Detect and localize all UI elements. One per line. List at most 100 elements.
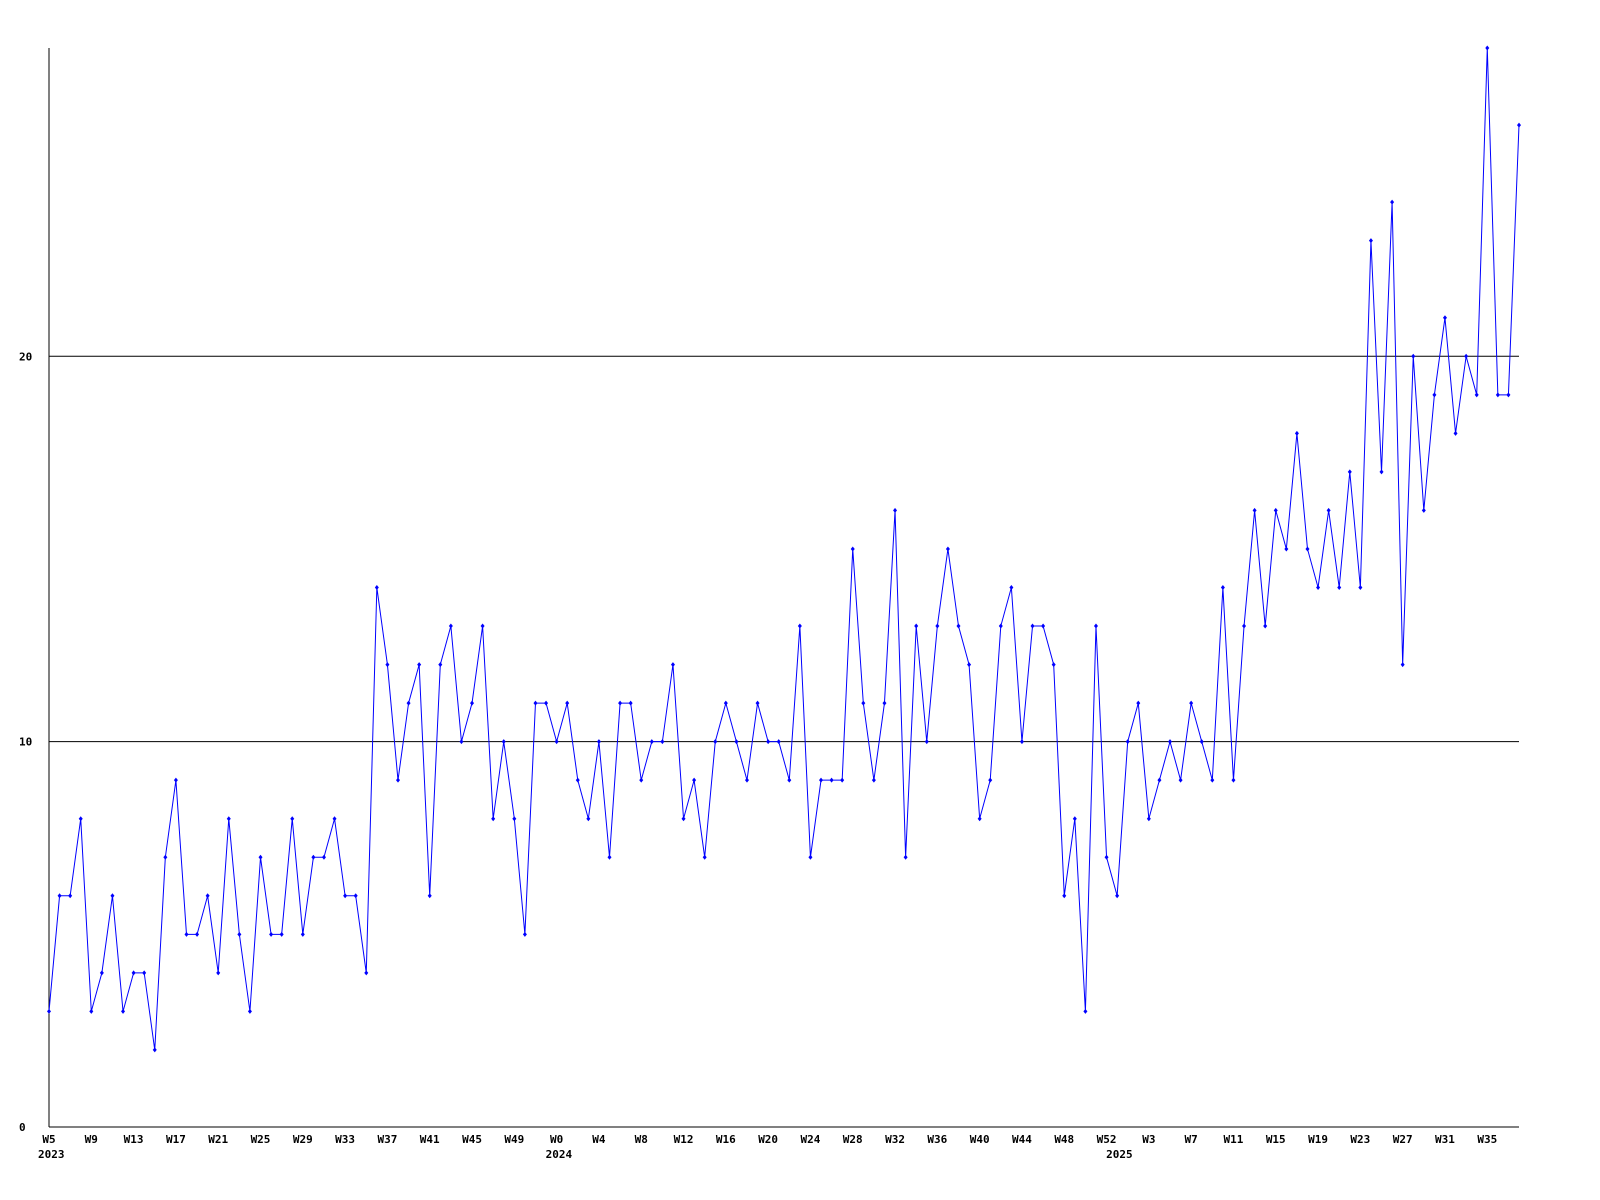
point-marker [152,1047,157,1053]
point-marker [808,854,813,860]
point-marker [321,854,326,860]
point-marker [1316,585,1321,590]
x-tick-label: W25 [251,1133,271,1146]
point-marker [237,931,242,937]
point-marker [977,816,982,822]
point-marker [1009,585,1014,590]
x-tick-label: W31 [1435,1133,1455,1146]
point-marker [332,816,337,822]
point-marker [586,816,591,822]
point-marker [57,893,62,899]
point-marker [1358,585,1363,590]
point-marker [163,854,168,860]
x-tick-label: W5 [42,1133,55,1146]
point-marker [459,739,464,745]
x-tick-label: W33 [335,1133,355,1146]
x-tick-label: W52 [1097,1133,1117,1146]
x-tick-label: W4 [592,1133,606,1146]
point-marker [1421,507,1426,513]
point-marker [787,777,792,783]
point-marker [1506,392,1511,398]
point-marker [1432,392,1437,398]
point-marker [311,854,316,860]
point-marker [575,777,580,783]
point-marker [205,893,210,899]
point-marker [607,854,612,860]
point-marker [343,893,348,899]
point-marker [353,893,358,899]
point-marker [374,585,379,590]
x-tick-label: W11 [1224,1133,1244,1146]
point-marker [1485,45,1490,51]
point-marker [819,777,824,783]
point-marker [279,931,284,937]
point-marker [269,931,274,937]
point-marker [1051,662,1056,668]
point-marker [89,1008,94,1014]
point-marker [544,700,549,706]
point-marker [660,739,665,745]
point-marker [681,816,686,822]
x-tick-label: W37 [377,1133,397,1146]
x-tick-label: W28 [843,1133,863,1146]
point-marker [776,739,781,745]
x-year-label: 2023 [38,1148,65,1161]
point-marker [840,777,845,783]
point-marker [1168,739,1173,745]
point-marker [670,662,675,668]
point-marker [1464,353,1469,359]
point-marker [1453,430,1458,436]
x-tick-label: W45 [462,1133,482,1146]
x-tick-label: W12 [674,1133,694,1146]
x-tick-label: W3 [1142,1133,1155,1146]
point-marker [427,893,432,899]
x-tick-label: W49 [504,1133,524,1146]
point-marker [1125,739,1130,745]
y-tick-label: 10 [19,736,32,749]
point-marker [596,739,601,745]
point-marker [448,623,453,629]
point-marker [247,1008,252,1014]
point-marker [1136,700,1141,706]
point-marker [406,700,411,706]
x-tick-label: W23 [1350,1133,1370,1146]
x-tick-label: W19 [1308,1133,1328,1146]
point-marker [1368,238,1373,244]
point-marker [68,893,73,899]
point-marker [1157,777,1162,783]
point-marker [882,700,887,706]
x-tick-label: W40 [970,1133,990,1146]
point-marker [385,662,390,668]
point-marker [417,662,422,668]
point-marker [480,623,485,629]
point-marker [142,970,147,976]
point-marker [692,777,697,783]
x-tick-label: W0 [550,1133,563,1146]
point-marker [1220,585,1225,590]
point-marker [258,854,263,860]
point-marker [713,739,718,745]
point-marker [924,739,929,745]
point-marker [1495,392,1500,398]
point-marker [364,970,369,976]
point-marker [755,700,760,706]
x-tick-label: W7 [1185,1133,1198,1146]
point-marker [1242,623,1247,629]
point-marker [110,893,115,899]
point-marker [967,662,972,668]
x-tick-label: W48 [1054,1133,1074,1146]
point-marker [766,739,771,745]
x-tick-label: W44 [1012,1133,1032,1146]
point-marker [1146,816,1151,822]
point-marker [1390,199,1395,205]
point-marker [78,816,83,822]
point-marker [1284,546,1289,552]
point-marker [1442,315,1447,321]
x-tick-label: W24 [801,1133,821,1146]
point-marker [723,700,728,706]
point-marker [1199,739,1204,745]
y-tick-label: 0 [19,1121,26,1134]
point-marker [618,700,623,706]
point-marker [99,970,104,976]
point-marker [1115,893,1120,899]
